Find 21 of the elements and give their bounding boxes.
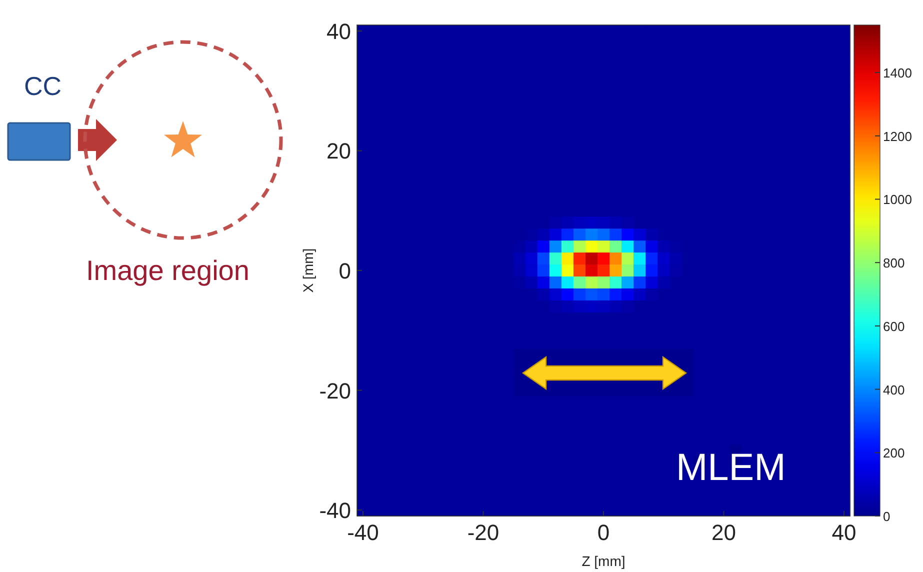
color-bar-label: 1200 [883,128,912,144]
color-bar-label: 400 [883,382,905,398]
color-bar-label: 1000 [883,192,912,208]
color-bar-label: 800 [883,256,905,271]
x-tick-label: -20 [467,520,500,545]
color-bar-label: 1400 [883,66,912,81]
color-bar-label: 0 [883,509,890,524]
y-tick-label: -20 [319,378,351,404]
y-axis-title: X [mm] [300,248,316,293]
x-tick-label: 20 [712,520,736,545]
y-tick-label: 40 [326,18,351,44]
y-tick-label: 20 [326,138,351,164]
x-axis-title: Z [mm] [582,553,626,569]
text: Image region [86,255,250,286]
annotation: MLEM [676,447,786,489]
color-bar-label: 600 [883,318,905,334]
x-tick-label: 40 [832,520,856,545]
y-tick-label: 0 [338,258,351,284]
color-bar-label: 200 [883,446,905,461]
text: CC [24,71,62,101]
x-tick-label: 0 [597,520,610,545]
